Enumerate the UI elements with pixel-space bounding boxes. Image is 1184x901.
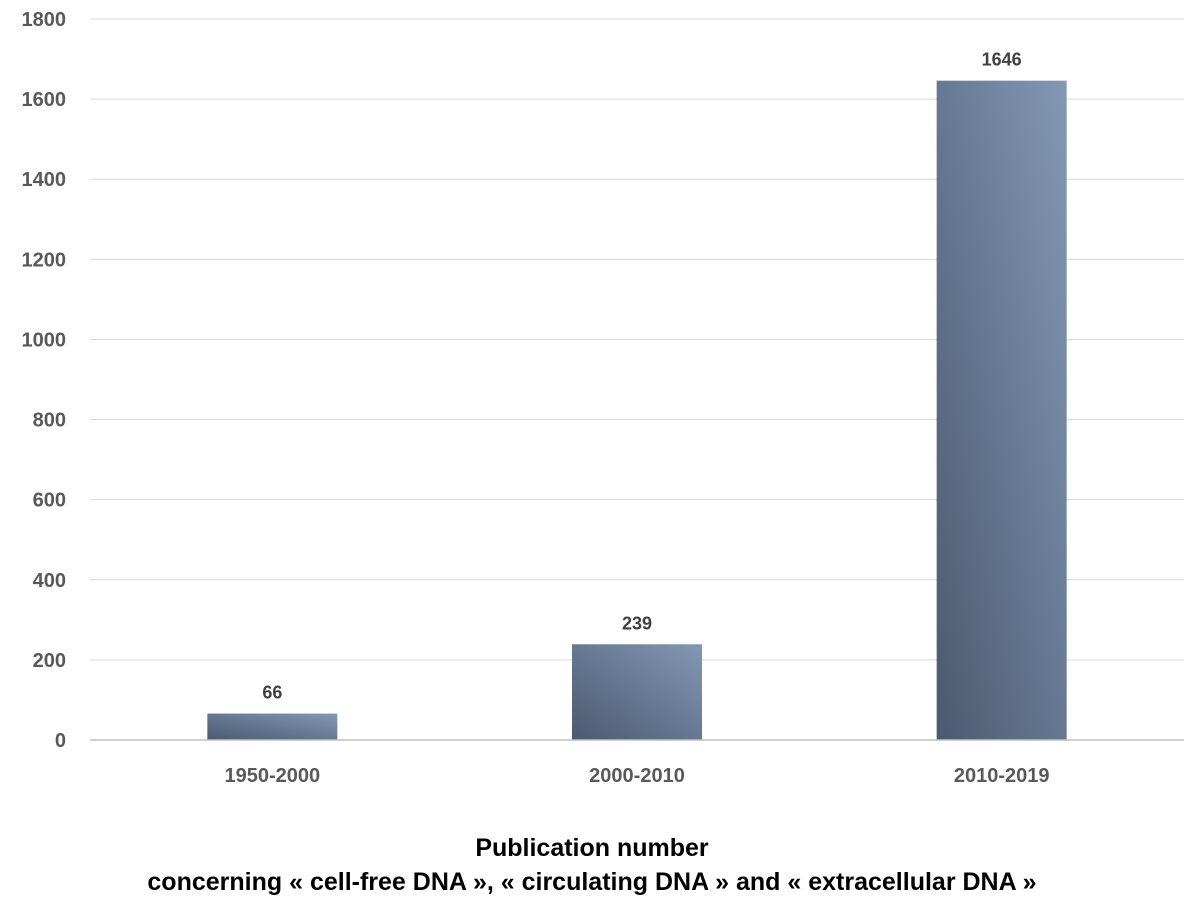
y-tick-label-800: 800 xyxy=(33,410,66,432)
chart-caption-subtitle: concerning « cell-free DNA », « circulat… xyxy=(147,868,1037,896)
bar-1950-2000 xyxy=(207,713,338,740)
data-label-1950-2000: 66 xyxy=(262,683,282,703)
x-tick-label-2010-2019: 2010-2019 xyxy=(954,765,1050,787)
x-tick-label-1950-2000: 1950-2000 xyxy=(225,765,321,787)
y-tick-label-400: 400 xyxy=(33,570,66,592)
y-tick-label-1800: 1800 xyxy=(22,9,67,31)
bars xyxy=(207,80,1067,741)
y-axis-tick-labels: 0 200 400 600 800 1000 1200 1400 1600 1800 xyxy=(22,9,67,752)
y-tick-label-1600: 1600 xyxy=(22,89,67,111)
bar-2000-2010 xyxy=(572,644,702,740)
chart-caption-title: Publication number xyxy=(475,834,709,862)
y-tick-label-1400: 1400 xyxy=(22,169,67,191)
data-label-2000-2010: 239 xyxy=(622,613,652,633)
x-axis-category-labels: 1950-2000 2000-2010 2010-2019 xyxy=(225,765,1050,787)
gridlines xyxy=(90,18,1184,661)
y-tick-label-200: 200 xyxy=(33,650,66,672)
data-label-2010-2019: 1646 xyxy=(982,50,1022,70)
bar-2010-2019 xyxy=(936,80,1067,741)
y-tick-label-1200: 1200 xyxy=(22,249,67,271)
y-tick-label-600: 600 xyxy=(33,490,66,512)
x-tick-label-2000-2010: 2000-2010 xyxy=(589,765,685,787)
y-tick-label-0: 0 xyxy=(55,730,66,752)
data-labels: 66 239 1646 xyxy=(262,50,1021,703)
y-tick-label-1000: 1000 xyxy=(22,329,67,351)
